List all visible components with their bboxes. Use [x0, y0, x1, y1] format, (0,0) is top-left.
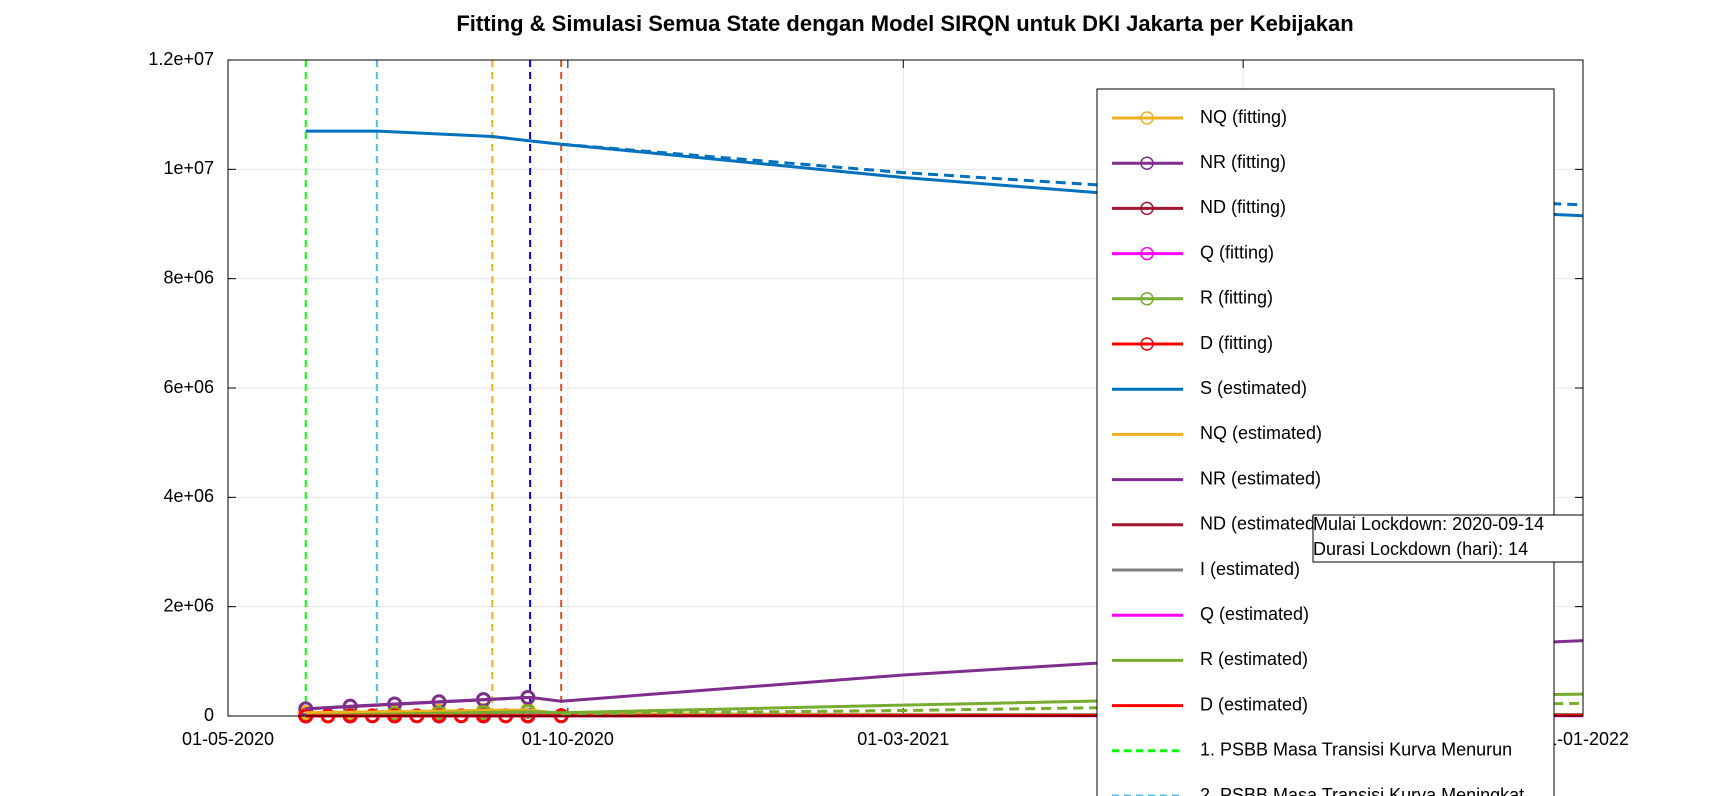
legend-label: 2. PSBB Masa Transisi Kurva Meningkat — [1200, 785, 1524, 796]
legend-label: Q (estimated) — [1200, 604, 1309, 624]
legend-label: Q (fitting) — [1200, 242, 1274, 262]
legend-label: R (fitting) — [1200, 288, 1273, 308]
y-tick-label: 0 — [204, 705, 214, 725]
legend-label: S (estimated) — [1200, 378, 1307, 398]
legend-marker — [1140, 111, 1154, 125]
y-tick-label: 6e+06 — [163, 377, 214, 397]
x-tick-label: 01-01-2022 — [1537, 729, 1629, 749]
series-line — [561, 701, 1584, 716]
annotation-box — [1312, 514, 1584, 563]
chart-title: Fitting & Simulasi Semua State dengan Mo… — [456, 11, 1353, 36]
legend-label: D (fitting) — [1200, 333, 1273, 353]
legend-label: NQ (estimated) — [1200, 423, 1322, 443]
y-tick-label: 1.2e+07 — [148, 49, 214, 69]
legend-label: D (estimated) — [1200, 694, 1308, 714]
x-tick-label: 01-05-2020 — [182, 729, 274, 749]
legend-label: 1. PSBB Masa Transisi Kurva Menurun — [1200, 740, 1512, 760]
legend-label: NR (estimated) — [1200, 468, 1321, 488]
legend-label: ND (fitting) — [1200, 197, 1286, 217]
y-tick-label: 4e+06 — [163, 486, 214, 506]
legend-label: ND (estimated) — [1200, 514, 1321, 534]
legend-label: R (estimated) — [1200, 649, 1308, 669]
legend-label: NQ (fitting) — [1200, 107, 1287, 127]
series-line — [561, 142, 1584, 207]
x-tick-label: 01-10-2020 — [522, 729, 614, 749]
x-tick-label: 01-03-2021 — [857, 729, 949, 749]
legend-marker — [1140, 156, 1154, 170]
legend-marker — [1140, 337, 1154, 351]
y-tick-label: 2e+06 — [163, 595, 214, 615]
plot-frame — [227, 59, 1584, 717]
legend-marker — [1140, 201, 1154, 216]
legend-marker — [1140, 246, 1154, 261]
legend-label: NR (fitting) — [1200, 152, 1286, 172]
y-tick-label: 8e+06 — [163, 267, 214, 287]
y-tick-label: 1e+07 — [163, 158, 214, 178]
series-line — [305, 129, 1584, 218]
legend-marker — [1140, 292, 1154, 306]
annotation-text: Durasi Lockdown (hari): 14 — [1313, 539, 1528, 559]
legend-label: I (estimated) — [1200, 559, 1300, 579]
legend-box — [1096, 88, 1555, 796]
annotation-text: Mulai Lockdown: 2020-09-14 — [1313, 514, 1544, 534]
